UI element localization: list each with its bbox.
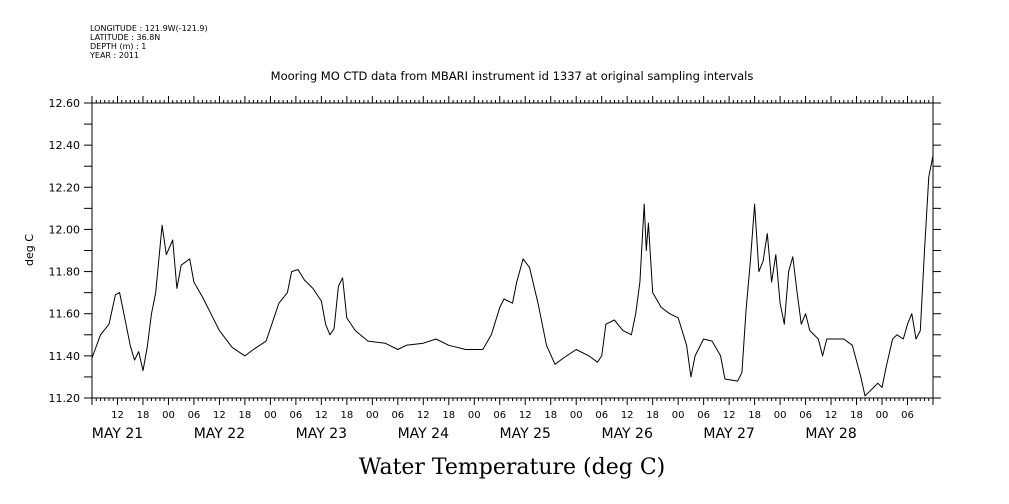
y-tick-label: 11.20 [49,392,81,405]
x-hour-label: 06 [595,410,608,421]
y-tick-label: 12.20 [49,181,81,194]
x-hour-label: 12 [723,410,736,421]
x-hour-label: 18 [748,410,761,421]
x-hour-label: 06 [697,410,710,421]
x-day-label: MAY 24 [398,426,449,442]
x-hour-label: 18 [340,410,353,421]
y-tick-label: 12.00 [49,223,81,236]
x-day-label: MAY 28 [805,426,856,442]
axis-ticks [84,96,941,405]
y-axis-label: deg C [23,234,36,266]
latitude-label: LATITUDE : 36.8N [90,33,160,42]
x-hour-label: 06 [391,410,404,421]
y-tick-label: 11.80 [49,266,81,279]
x-axis-label: Water Temperature (deg C) [359,455,666,480]
x-hour-label: 12 [417,410,430,421]
x-hour-label: 12 [315,410,328,421]
plot-frame [91,102,934,399]
y-tick-labels: 11.20 11.40 11.60 11.80 12.00 12.20 12.40 12.60 [49,97,81,405]
x-hour-label: 00 [774,410,787,421]
series-line [91,155,934,397]
x-hour-label: 12 [519,410,532,421]
x-day-label: MAY 22 [194,426,245,442]
x-day-label: MAY 27 [703,426,754,442]
x-day-label: MAY 26 [601,426,652,442]
y-tick-label: 11.60 [49,308,81,321]
x-hour-label: 00 [570,410,583,421]
x-hour-label: 06 [901,410,914,421]
x-day-label: MAY 25 [500,426,551,442]
x-hour-label: 18 [544,410,557,421]
x-hour-label: 18 [442,410,455,421]
x-hour-label: 06 [290,410,303,421]
x-hour-label: 06 [493,410,506,421]
x-hour-label: 18 [850,410,863,421]
x-hour-label: 12 [621,410,634,421]
x-hour-label: 00 [468,410,481,421]
x-hour-label: 18 [137,410,150,421]
chart-title: Mooring MO CTD data from MBARI instrumen… [271,69,754,83]
y-tick-label: 12.40 [49,139,81,152]
x-hour-label: 06 [188,410,201,421]
y-tick-label: 12.60 [49,97,81,110]
x-hour-label: 00 [672,410,685,421]
year-label: YEAR : 2011 [89,51,139,60]
longitude-label: LONGITUDE : 121.9W(-121.9) [90,24,208,33]
x-tick-labels: 12 18 00 06 12 18 00 06 12 18 00 06 12 18 00 06 12 18 00 06… [92,410,914,442]
x-day-label: MAY 23 [296,426,347,442]
x-hour-label: 06 [799,410,812,421]
y-tick-label: 11.40 [49,350,81,363]
x-hour-label: 12 [213,410,226,421]
x-hour-label: 12 [111,410,124,421]
x-hour-label: 18 [239,410,252,421]
x-hour-label: 00 [366,410,379,421]
series-layer [91,155,934,397]
x-hour-label: 18 [646,410,659,421]
x-hour-label: 00 [162,410,175,421]
x-day-label: MAY 21 [92,426,143,442]
x-hour-label: 00 [876,410,889,421]
x-hour-label: 12 [825,410,838,421]
x-hour-label: 00 [264,410,277,421]
depth-label: DEPTH (m) : 1 [90,42,146,51]
